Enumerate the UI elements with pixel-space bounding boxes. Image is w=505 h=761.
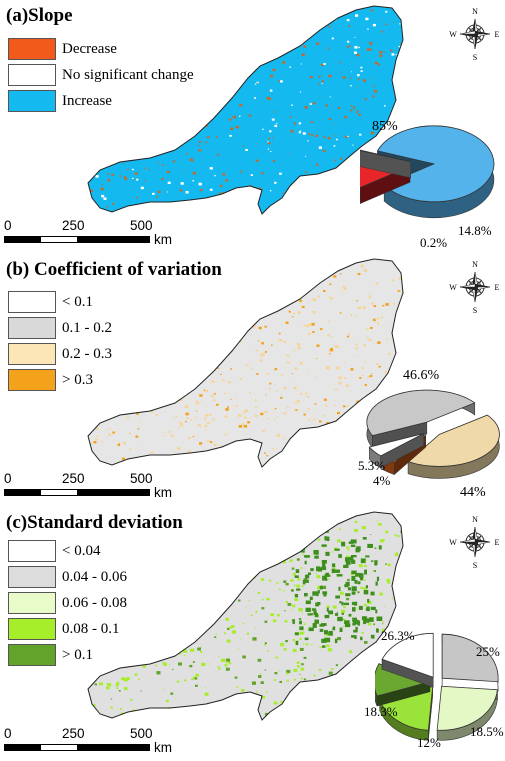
panel-title: (c)Standard deviation (6, 512, 183, 533)
region-outline (87, 258, 404, 468)
panel-coefficient-of-variation: (b) Coefficient of variation < 0.1 0.1 -… (0, 253, 505, 506)
legend-label: > 0.1 (62, 647, 93, 663)
scale-tick-label: 250 (62, 471, 85, 486)
svg-text:E: E (495, 30, 500, 39)
pie-slice (360, 149, 411, 179)
svg-text:W: W (449, 283, 457, 292)
legend-swatch (8, 64, 56, 86)
legend-swatch (8, 540, 56, 562)
pie-label: 14.8% (458, 223, 492, 238)
scale-tick-label: 0 (4, 471, 12, 486)
pie-label: 0.2% (420, 235, 448, 250)
svg-text:S: S (473, 306, 477, 315)
svg-text:W: W (449, 538, 457, 547)
legend-label: Increase (62, 93, 112, 109)
pie-slice (407, 414, 500, 479)
svg-text:E: E (495, 538, 500, 547)
legend-swatch (8, 369, 56, 391)
compass-rose-icon: N S E W (449, 515, 500, 570)
pie-label: 18.3% (364, 704, 398, 719)
pie-slice (436, 685, 498, 741)
legend-label: 0.06 - 0.08 (62, 595, 127, 611)
scale-bar: 0 250 500 km (4, 218, 172, 247)
pie-slice (368, 433, 425, 469)
pie-label: 46.6% (403, 368, 440, 383)
scale-unit: km (154, 232, 172, 247)
legend-swatch (8, 644, 56, 666)
pie-chart (366, 389, 500, 479)
scale-tick-label: 500 (130, 218, 153, 233)
legend-label: 0.04 - 0.06 (62, 569, 127, 585)
compass-rose-icon: N S E W (449, 7, 500, 62)
legend-swatch (8, 566, 56, 588)
pie-label: 44% (460, 485, 486, 500)
pie-label: 12% (417, 735, 441, 750)
svg-text:S: S (473, 561, 477, 570)
legend-label: > 0.3 (62, 372, 93, 388)
scale-bar: 0 250 500 km (4, 471, 172, 500)
scale-tick-label: 500 (130, 726, 153, 741)
scale-tick-label: 250 (62, 726, 85, 741)
pie-label: 18.5% (470, 724, 504, 739)
panel-standard-deviation: (c)Standard deviation < 0.04 0.04 - 0.06… (0, 506, 505, 761)
scale-tick-label: 0 (4, 726, 12, 741)
legend-label: < 0.1 (62, 294, 93, 310)
legend-label: No significant change (62, 67, 194, 83)
pie-label: 26.3% (381, 628, 415, 643)
scale-tick-label: 250 (62, 218, 85, 233)
pie-slice (366, 389, 476, 449)
scale-unit: km (154, 740, 172, 755)
region-fill (88, 259, 403, 467)
legend-label: 0.08 - 0.1 (62, 621, 120, 637)
scale-bar-graphic (4, 489, 150, 496)
legend-swatch (8, 618, 56, 640)
scale-bar-graphic (4, 236, 150, 243)
legend-swatch (8, 592, 56, 614)
panel-title: (a)Slope (6, 5, 73, 26)
panel-title: (b) Coefficient of variation (6, 259, 222, 280)
pie-slice (441, 633, 499, 692)
legend-label: Decrease (62, 41, 117, 57)
svg-text:N: N (472, 7, 478, 16)
region-outline (87, 5, 404, 215)
compass-rose-icon: N S E W (449, 260, 500, 315)
scale-bar-graphic (4, 744, 150, 751)
legend-label: < 0.04 (62, 543, 101, 559)
scale-tick-label: 500 (130, 471, 153, 486)
legend-swatch (8, 291, 56, 313)
pie-label: 5.3% (358, 458, 386, 473)
pie-label: 4% (373, 473, 391, 488)
pie-chart (375, 632, 499, 741)
scale-tick-label: 0 (4, 218, 12, 233)
region-fill (88, 6, 403, 214)
legend-swatch (8, 343, 56, 365)
svg-text:N: N (472, 260, 478, 269)
legend-swatch (8, 317, 56, 339)
pie-label: 25% (476, 644, 500, 659)
scale-bar: 0 250 500 km (4, 726, 172, 755)
region-outline (87, 511, 404, 721)
svg-text:E: E (495, 283, 500, 292)
legend-label: 0.1 - 0.2 (62, 320, 112, 336)
region-map (87, 511, 404, 721)
legend-swatch (8, 90, 56, 112)
svg-text:S: S (473, 53, 477, 62)
scale-unit: km (154, 485, 172, 500)
legend-swatch (8, 38, 56, 60)
region-map (87, 258, 404, 468)
svg-text:N: N (472, 515, 478, 524)
panel-slope: (a)Slope Decrease No significant change … (0, 0, 505, 253)
pie-chart (360, 125, 495, 219)
pie-label: 85% (372, 119, 398, 134)
pie-slice (381, 632, 434, 688)
svg-text:W: W (449, 30, 457, 39)
legend-label: 0.2 - 0.3 (62, 346, 112, 362)
